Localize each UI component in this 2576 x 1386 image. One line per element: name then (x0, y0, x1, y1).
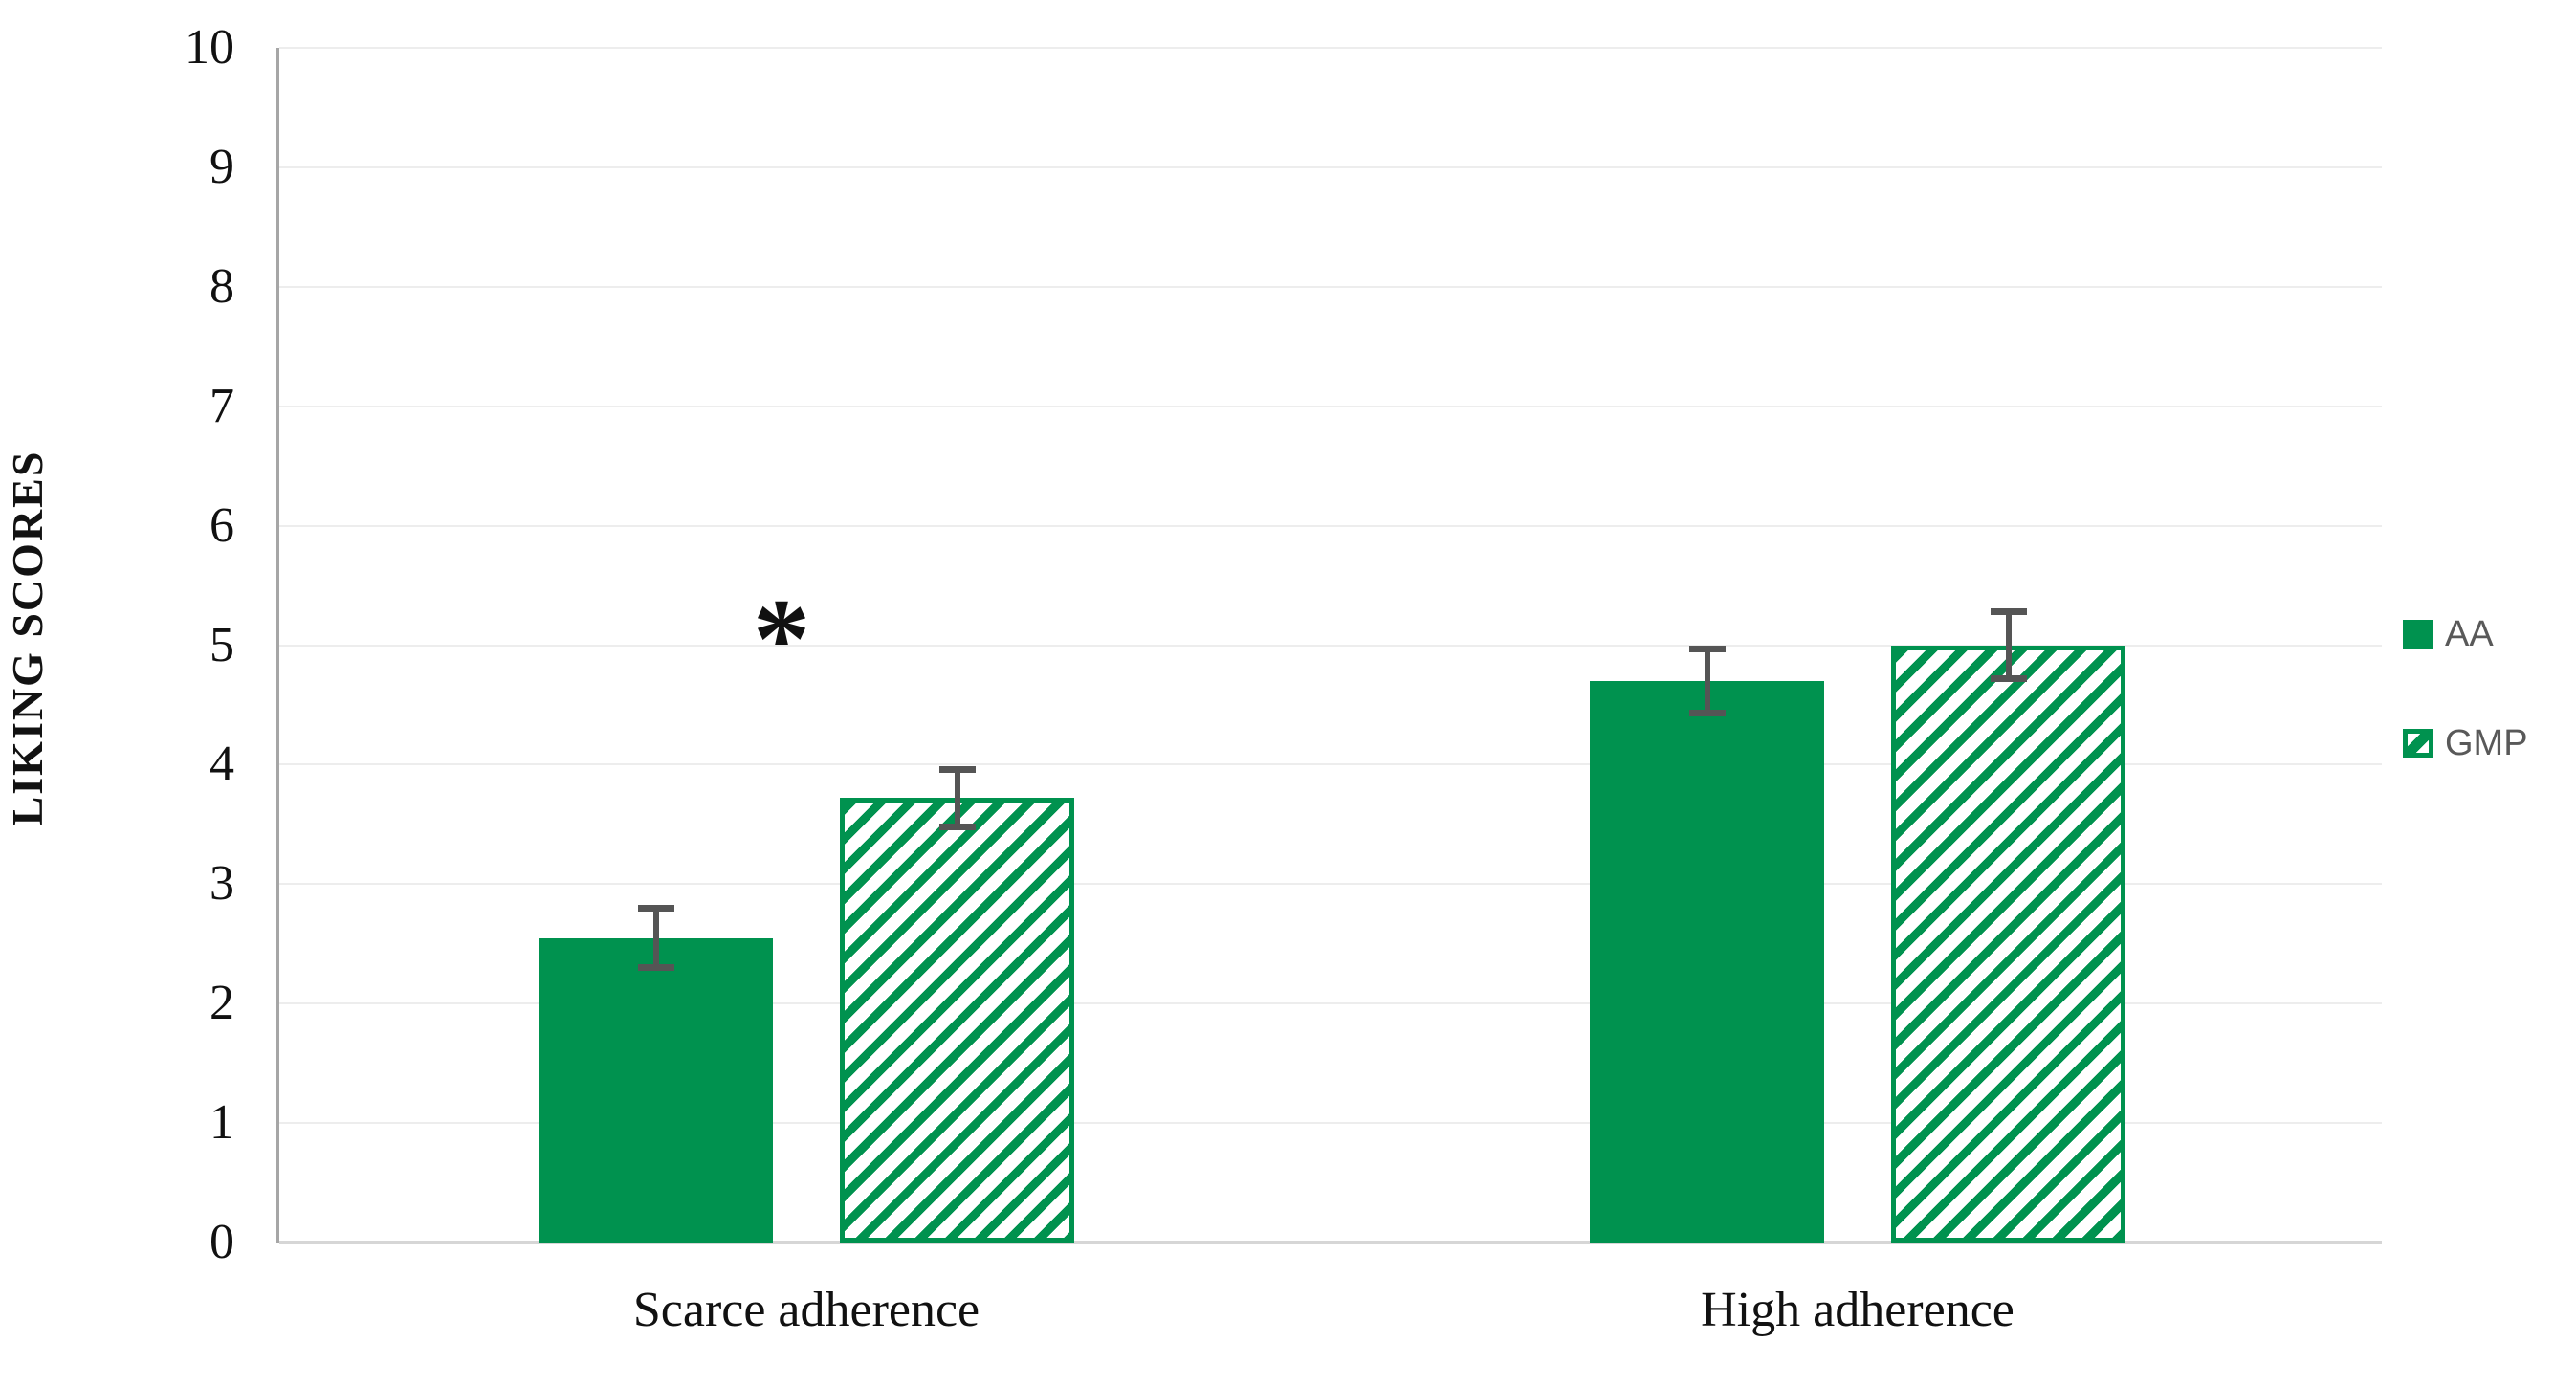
plot-area: * (276, 47, 2382, 1244)
error-bar-line (954, 769, 960, 827)
error-bar-cap (1990, 674, 2027, 682)
bar-gmp-1 (1891, 645, 2125, 1243)
y-tick-label: 1 (209, 1095, 234, 1151)
legend-marker-solid-icon (2403, 620, 2433, 649)
legend-entry-gmp: GMP (2403, 721, 2528, 765)
y-tick-label: 7 (209, 378, 234, 433)
gridline (279, 1002, 2382, 1005)
gridline (279, 644, 2382, 647)
y-tick-label: 0 (209, 1215, 234, 1269)
y-tick-label: 6 (209, 497, 234, 553)
gridline (279, 405, 2382, 407)
y-tick-label: 3 (209, 856, 234, 912)
legend: AA GMP (2403, 612, 2528, 830)
gridline (279, 883, 2382, 886)
y-axis-line (276, 48, 279, 1243)
gridline (279, 524, 2382, 527)
y-tick-label: 8 (209, 258, 234, 314)
error-bar-cap (637, 904, 674, 912)
gridline (279, 763, 2382, 766)
error-bar-cap (637, 964, 674, 972)
legend-entry-aa: AA (2403, 612, 2528, 656)
y-tick-label: 2 (209, 976, 234, 1031)
gridline (279, 47, 2382, 49)
error-bar-cap (938, 765, 976, 773)
error-bar-cap (1990, 608, 2027, 616)
bar-aa-1 (1590, 680, 1824, 1243)
x-axis-label: High adherence (1701, 1283, 2015, 1337)
y-axis-title: LIKING SCORES (3, 450, 52, 826)
y-tick-label: 5 (209, 617, 234, 672)
gridline (279, 165, 2382, 168)
y-tick-label: 10 (185, 20, 234, 75)
error-bar-line (2005, 611, 2012, 679)
x-axis-label: Scarce adherence (632, 1283, 980, 1337)
error-bar-line (652, 908, 659, 968)
significance-asterisk: * (753, 574, 810, 702)
y-tick-label: 4 (209, 737, 234, 792)
legend-marker-hatched-icon (2403, 729, 2433, 758)
error-bar-cap (1688, 645, 1726, 652)
y-tick-label: 9 (209, 139, 234, 194)
gridline (279, 285, 2382, 288)
error-bar-cap (938, 823, 976, 830)
bar-aa-0 (539, 937, 773, 1243)
legend-label: AA (2445, 613, 2494, 654)
error-bar-cap (1688, 710, 1726, 717)
gridline (279, 1122, 2382, 1125)
legend-label: GMP (2445, 722, 2528, 763)
error-bar-line (1704, 649, 1710, 714)
x-axis-line (279, 1241, 2382, 1244)
bar-gmp-0 (840, 798, 1074, 1243)
